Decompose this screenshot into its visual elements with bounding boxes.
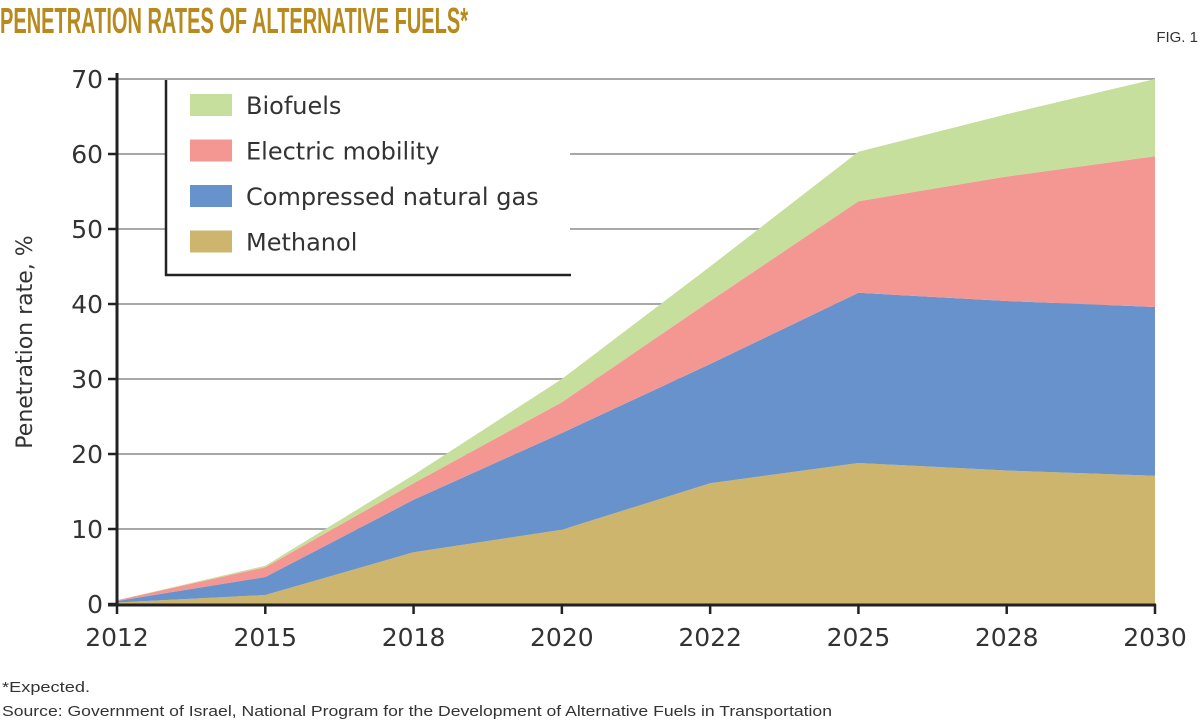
x-tick-label: 2028 [975,623,1039,652]
x-tick-label: 2030 [1123,623,1187,652]
legend-swatch [190,139,232,162]
area-methanol [117,463,1155,604]
footnote-source: Source: Government of Israel, National P… [2,703,832,720]
x-tick-label: 2018 [382,623,446,652]
y-axis-label: Penetration rate, % [13,235,38,448]
legend-swatch [190,185,232,207]
legend: Biofuels Electric mobility Compressed natu… [164,80,571,277]
x-tick-label: 2020 [530,623,594,652]
y-tick-label: 40 [71,290,103,319]
legend-label: Compressed natural gas [246,183,539,211]
footnote-expected: *Expected. [2,679,90,696]
y-tick-label: 50 [71,215,103,244]
area-biofuels [117,79,1155,601]
area-layers [117,79,1155,604]
x-tick-label: 2012 [85,623,149,652]
figure-label: FIG. 1 [1156,29,1198,46]
y-tick-label: 70 [71,65,103,94]
legend-label: Biofuels [246,92,341,120]
chart-title: PENETRATION RATES OF ALTERNATIVE FUELS* [0,0,468,41]
x-tick-label: 2015 [233,623,297,652]
area-compressed-natural-gas [117,292,1155,603]
y-tick-label: 30 [71,365,103,394]
y-tick-label: 60 [71,140,103,169]
legend-background [165,80,570,275]
legend-swatch [190,94,232,116]
y-tick-label: 10 [71,515,103,544]
legend-swatch [190,230,232,253]
x-tick-label: 2022 [678,623,742,652]
x-tick-label: 2025 [827,623,891,652]
y-tick-label: 0 [87,590,103,619]
y-tick-label: 20 [71,440,103,469]
area-electric-mobility [117,156,1155,601]
legend-label: Methanol [246,229,357,257]
legend-label: Electric mobility [246,138,439,166]
